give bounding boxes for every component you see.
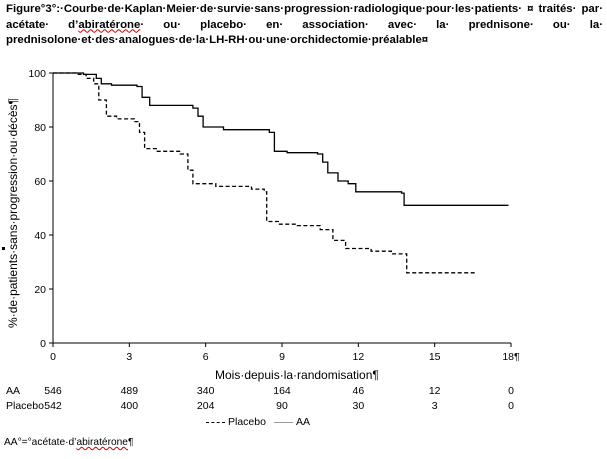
risk-cell: 489 <box>120 385 139 397</box>
x-tick-label-9: 9 <box>279 351 285 363</box>
x-tick-label-12: 12 <box>352 351 364 363</box>
risk-cell: 90 <box>276 400 288 412</box>
risk-row-label: AA <box>6 385 21 397</box>
y-tick-label-60: 60 <box>34 176 46 188</box>
legend-swatch-placebo <box>206 421 225 423</box>
y-tick-label-100: 100 <box>28 68 46 80</box>
km-curve-placebo <box>53 72 476 274</box>
legend-label-placebo: Placebo <box>228 416 266 428</box>
footnote-part3: ¶ <box>127 437 134 448</box>
legend-item-placebo: Placebo <box>206 416 266 428</box>
chart-legend: Placebo AA <box>206 416 318 428</box>
x-tick-label-18: 18¶ <box>502 351 520 363</box>
margin-bullet <box>2 247 5 250</box>
risk-cell: 340 <box>196 385 215 397</box>
y-tick-label-40: 40 <box>34 230 46 242</box>
y-axis-label: %·de·patients·sans·progression·ou·décès¶ <box>6 98 20 328</box>
chart-curves <box>53 72 509 274</box>
x-tick-label-0: 0 <box>50 351 56 363</box>
footnote-part1: AA°=°acétate·d’ <box>4 437 77 448</box>
risk-cell: 0 <box>508 400 514 412</box>
legend-item-aa: AA <box>273 416 310 428</box>
caption-part1: Figure°3°:·Courbe·de·Kaplan·Meier·de·sur… <box>6 3 603 31</box>
risk-cell: 12 <box>428 385 441 397</box>
risk-cell: 3 <box>431 400 438 412</box>
risk-cell: 30 <box>352 400 365 412</box>
risk-cell: 542 <box>44 400 62 412</box>
figure-caption: Figure°3°:·Courbe·de·Kaplan·Meier·de·sur… <box>6 2 603 49</box>
legend-swatch-aa <box>273 421 293 423</box>
x-tick-label-15: 15 <box>429 351 441 363</box>
x-tick-label-3: 3 <box>126 351 132 363</box>
risk-cell: 400 <box>120 400 139 412</box>
y-tick-label-80: 80 <box>34 122 46 134</box>
risk-cell: 204 <box>196 400 215 412</box>
risk-cell: 0 <box>508 385 514 397</box>
chart-axes: 0 20 40 60 80 100 0 3 6 9 12 15 18¶ %·de·patients·san… <box>2 68 520 363</box>
x-tick-label-6: 6 <box>203 351 209 363</box>
caption-part3: · ou· placebo· en· association· avec· la… <box>6 18 604 47</box>
y-tick-label-20: 20 <box>34 284 46 296</box>
risk-cell: 46 <box>352 385 365 397</box>
x-axis-label: Mois·depuis·la·randomisation¶ <box>215 368 379 382</box>
km-curve-aa <box>53 72 509 206</box>
footnote: AA°=°acétate·d’abiratérone¶ <box>4 437 133 448</box>
footnote-part2: abiratérone <box>76 437 128 448</box>
risk-row-label: Placebo <box>6 400 44 412</box>
y-tick-label-0: 0 <box>40 338 46 350</box>
risk-cell: 164 <box>273 385 291 397</box>
risk-cell: 546 <box>44 385 62 397</box>
caption-part2: abiratérone <box>78 18 141 31</box>
legend-label-aa: AA <box>295 416 310 428</box>
